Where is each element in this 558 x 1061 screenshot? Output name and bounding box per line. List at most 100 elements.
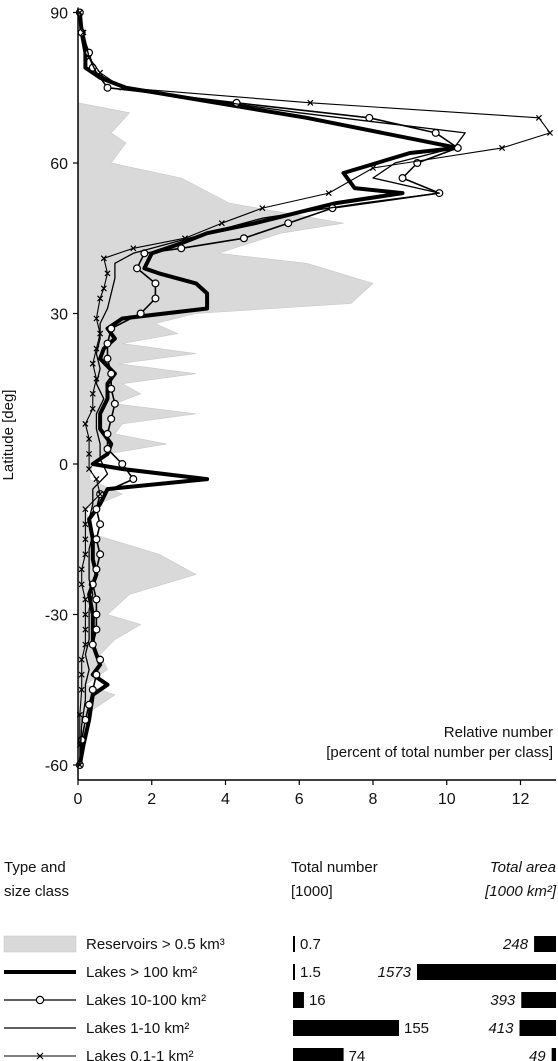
point-lakes-0-1-1-km-21	[93, 345, 100, 352]
legend-row-3-total-area-bar	[521, 992, 556, 1008]
point-lakes-0-1-1-km-23	[93, 375, 100, 382]
y-tick-label--60: -60	[45, 758, 68, 775]
point-lakes-10-100-km-42	[88, 640, 97, 649]
point-lakes-0-1-1-km-12	[218, 220, 225, 227]
x-tick-label-10: 10	[438, 791, 456, 808]
legend-row-4-total-number-bar	[293, 1020, 399, 1036]
point-lakes-10-100-km-41	[92, 625, 101, 634]
point-lakes-10-100-km-31	[129, 475, 138, 484]
legend-row-4-total-area-value: 413	[488, 1020, 514, 1037]
point-lakes-0-1-1-km-26	[82, 420, 89, 427]
point-lakes-0-1-1-km-13	[181, 235, 188, 242]
point-lakes-10-100-km-18	[151, 279, 160, 288]
point-lakes-10-100-km-5	[232, 98, 241, 107]
y-axis-label: Latitude [deg]	[0, 390, 17, 481]
legend-header-type: Type and	[4, 859, 66, 876]
point-lakes-10-100-km-17	[133, 264, 142, 273]
point-lakes-0-1-1-km-18	[97, 295, 104, 302]
point-lakes-10-100-km-4	[103, 83, 112, 92]
point-lakes-0-1-1-km-24	[89, 390, 96, 397]
point-lakes-0-1-1-km-6	[535, 114, 542, 121]
point-lakes-0-1-1-km-41	[82, 641, 89, 648]
legend-row-3-total-area-value: 393	[490, 992, 516, 1009]
legend-row-1-label: Reservoirs > 0.5 km³	[86, 936, 225, 953]
point-lakes-10-100-km-13	[284, 219, 293, 228]
point-lakes-10-100-km-39	[92, 595, 101, 604]
legend-row-5-total-area-bar	[551, 1048, 556, 1061]
point-lakes-10-100-km-30	[118, 460, 127, 469]
legend-row-2: Lakes > 100 km² 1.5 1573	[4, 964, 556, 981]
point-lakes-10-100-km-14	[239, 234, 248, 243]
legend-row-1-total-number-bar	[293, 936, 295, 952]
legend-row-4-label: Lakes 1-10 km²	[86, 1020, 189, 1037]
point-lakes-10-100-km-23	[103, 354, 112, 363]
point-lakes-10-100-km-19	[151, 294, 160, 303]
y-tick-label-30: 30	[50, 306, 68, 323]
x-tick-label-12: 12	[512, 791, 530, 808]
legend-row-4: Lakes 1-10 km² 155 413	[4, 1020, 556, 1037]
point-lakes-0-1-1-km-7	[546, 129, 554, 136]
point-lakes-10-100-km-40	[92, 610, 101, 619]
point-lakes-0-1-1-km-30	[93, 476, 100, 483]
x-tick-label-4: 4	[221, 791, 230, 808]
point-lakes-10-100-km-26	[110, 399, 119, 408]
point-lakes-10-100-km-15	[177, 244, 186, 253]
series-line-lakes-0-1-1-km	[79, 12, 551, 765]
point-lakes-10-100-km-27	[107, 414, 116, 423]
point-lakes-0-1-1-km-11	[259, 205, 266, 212]
x-tick-label-2: 2	[147, 791, 156, 808]
legend-row-3-symbol-marker	[35, 995, 45, 1005]
legend-row-2-total-area-bar	[417, 964, 556, 980]
point-lakes-0-1-1-km-36	[78, 566, 85, 573]
point-lakes-0-1-1-km-22	[89, 360, 96, 367]
legend-row-4-total-area-bar	[519, 1020, 556, 1036]
legend-header-total-number-unit: [1000]	[291, 883, 333, 900]
point-lakes-0-1-1-km-2	[86, 54, 93, 61]
point-lakes-0-1-1-km-43	[78, 671, 85, 678]
point-lakes-0-1-1-km-31	[97, 491, 104, 498]
point-lakes-0-1-1-km-32	[82, 506, 89, 513]
axes: 90 60 30 0 -30 -60 0 2 4 6 8 10 12	[45, 5, 556, 808]
point-lakes-10-100-km-36	[96, 550, 105, 559]
legend-row-5-total-area-value: 49	[529, 1048, 546, 1061]
x-tick-label-8: 8	[369, 791, 378, 808]
legend-row-2-total-area-value: 1573	[378, 964, 412, 981]
series-line-lakes-1-10-km	[79, 12, 466, 766]
point-lakes-0-1-1-km-8	[499, 144, 506, 151]
point-lakes-10-100-km-6	[365, 113, 374, 122]
legend-row-1: Reservoirs > 0.5 km³ 0.7 248	[3, 935, 556, 953]
point-lakes-10-100-km-7	[431, 128, 440, 137]
point-lakes-0-1-1-km-4	[119, 84, 126, 91]
legend-rows: Reservoirs > 0.5 km³ 0.7 248 Lakes > 100 km…	[3, 935, 556, 1061]
point-lakes-10-100-km-29	[103, 444, 112, 453]
point-lakes-10-100-km-44	[92, 670, 101, 679]
point-lakes-0-1-1-km-20	[97, 330, 104, 337]
point-lakes-10-100-km-22	[103, 339, 112, 348]
plot-area	[75, 8, 554, 770]
legend-header-size: size class	[4, 883, 69, 900]
point-lakes-10-100-km-10	[398, 174, 407, 183]
legend-row-3-total-number-value: 16	[309, 992, 326, 1009]
legend-header-total-number: Total number	[291, 859, 378, 876]
series-line-lakes-100-km	[77, 12, 460, 766]
point-lakes-10-100-km-25	[107, 384, 116, 393]
legend-row-5-total-number-bar	[293, 1048, 344, 1061]
legend-header-total-area-unit: [1000 km²]	[484, 883, 557, 900]
point-lakes-0-1-1-km-33	[82, 521, 89, 528]
point-lakes-0-1-1-km-10	[325, 190, 332, 197]
point-lakes-0-1-1-km-19	[93, 315, 100, 322]
point-lakes-0-1-1-km-28	[86, 450, 93, 457]
point-lakes-10-100-km-35	[92, 535, 101, 544]
point-lakes-0-1-1-km-29	[86, 465, 93, 473]
legend-row-4-total-number-value: 155	[404, 1020, 429, 1037]
legend-row-2-total-number-value: 1.5	[300, 964, 321, 981]
point-lakes-0-1-1-km-1	[80, 29, 87, 36]
point-lakes-10-100-km-37	[92, 565, 101, 574]
legend: Type and size class Total number [1000] …	[3, 859, 557, 1061]
y-tick-label-0: 0	[59, 457, 68, 474]
legend-row-5-label: Lakes 0.1-1 km²	[86, 1048, 194, 1061]
legend-row-3: Lakes 10-100 km² 16 393	[4, 992, 556, 1009]
legend-row-1-total-area-value: 248	[502, 936, 529, 953]
legend-row-1-total-area-bar	[534, 936, 556, 952]
